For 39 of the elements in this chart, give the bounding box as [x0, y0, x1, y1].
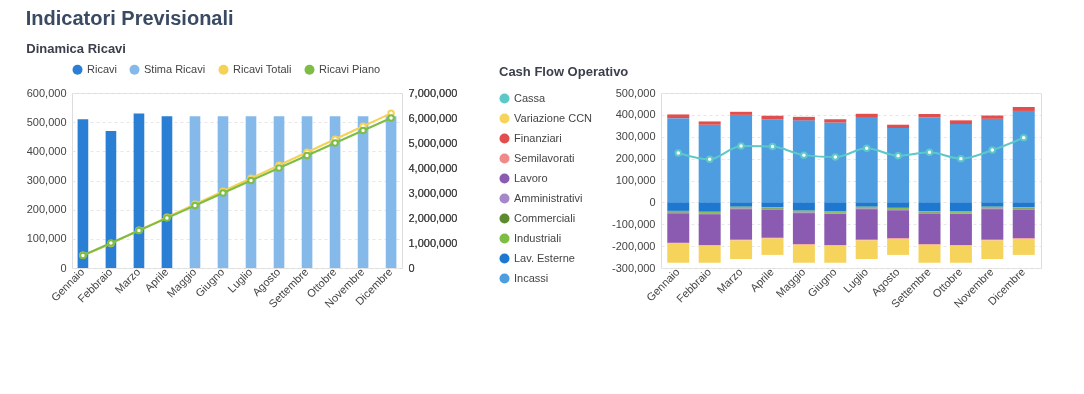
legend-label: Cassa: [514, 91, 547, 104]
legend-label: Amministrativi: [514, 191, 583, 204]
legend-label: Lavoro: [514, 171, 548, 184]
legend-label: Semilavorati: [514, 151, 575, 164]
legend-label: Ricavi: [87, 62, 117, 75]
y-tick-label: 200,000: [26, 203, 67, 216]
y-tick-label: 600,000: [26, 86, 67, 99]
legend-label: Variazione CCN: [514, 111, 593, 124]
legend-label: Finanziari: [514, 131, 562, 144]
legend-label: Ricavi Piano: [319, 62, 381, 75]
y-tick-label: 500,000: [615, 86, 656, 99]
y2-tick-label: 1,000,000: [408, 236, 458, 249]
y2-tick-label: 3,000,000: [408, 186, 458, 199]
y2-tick-label: 0: [408, 261, 415, 274]
chart-title: Cash Flow Operativo: [499, 64, 629, 79]
y-tick-label: 400,000: [615, 108, 656, 121]
y-tick-label: 0: [649, 195, 656, 208]
legend-label: Incassi: [514, 271, 549, 284]
y2-tick-label: 5,000,000: [408, 136, 458, 149]
y-tick-label: 100,000: [26, 232, 67, 245]
y-tick-label: -200,000: [612, 239, 656, 252]
legend-label: Commerciali: [514, 211, 576, 224]
y-tick-label: 400,000: [26, 144, 67, 157]
y-tick-label: 100,000: [615, 174, 656, 186]
y2-tick-label: 7,000,000: [408, 86, 458, 99]
y-tick-label: 300,000: [26, 174, 67, 186]
y2-tick-label: 4,000,000: [408, 161, 458, 174]
text: Indicatori Previsionali: [25, 6, 234, 29]
legend-label: Ricavi Totali: [233, 62, 292, 75]
y-tick-label: -100,000: [612, 217, 656, 230]
legend-label: Industriali: [514, 231, 562, 244]
legend-label: Lav. Esterne: [514, 251, 575, 264]
y-tick-label: 200,000: [615, 152, 656, 165]
y-tick-label: 300,000: [615, 130, 656, 143]
y2-tick-label: 2,000,000: [408, 211, 458, 224]
chart-title: Dinamica Ricavi: [26, 41, 126, 56]
y2-tick-label: 6,000,000: [408, 111, 458, 124]
y-tick-label: 500,000: [26, 115, 67, 128]
legend-label: Stima Ricavi: [144, 62, 206, 75]
